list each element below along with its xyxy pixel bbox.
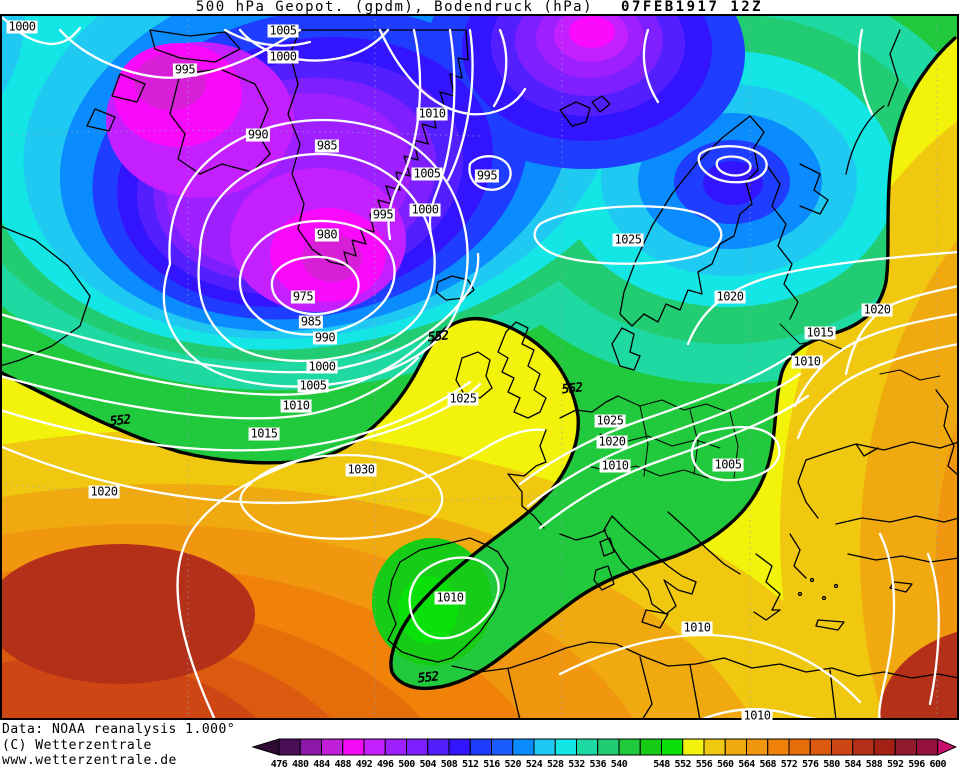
colorbar-tick: 556 xyxy=(696,759,713,770)
colorbar-tick: 488 xyxy=(334,759,351,770)
colorbar-tick: 596 xyxy=(908,759,925,770)
colorbar-segment xyxy=(767,738,790,756)
colorbar-tick: 560 xyxy=(717,759,734,770)
colorbar-segment xyxy=(852,738,875,756)
colorbar-segment xyxy=(384,738,407,756)
colorbar-segment xyxy=(448,738,471,756)
colorbar-segment xyxy=(746,738,769,756)
colorbar-segment xyxy=(554,738,577,756)
data-source: Data: NOAA reanalysis 1.000° xyxy=(2,722,236,737)
colorbar-tick: 548 xyxy=(653,759,670,770)
colorbar-tick: 568 xyxy=(759,759,776,770)
colorbar-segment xyxy=(809,738,832,756)
colorbar-tick: 480 xyxy=(292,759,309,770)
colorbar-segment xyxy=(363,738,386,756)
colorbar-segment xyxy=(873,738,896,756)
colorbar-segment xyxy=(682,738,705,756)
colorbar-segment xyxy=(639,738,662,756)
colorbar-left-arrow xyxy=(251,738,280,756)
colorbar-tick: 592 xyxy=(887,759,904,770)
colorbar-tick: 524 xyxy=(526,759,543,770)
colorbar-tick: 572 xyxy=(781,759,798,770)
colorbar-tick: 576 xyxy=(802,759,819,770)
map-title: 500 hPa Geopot. (gpdm), Bodendruck (hPa) xyxy=(195,0,594,15)
weather-map: 1000 1005 1000 995 990 985 1010 1005 995 995 1000 9… xyxy=(0,14,959,723)
colorbar-segment xyxy=(894,738,917,756)
colorbar-segment xyxy=(618,738,641,756)
colorbar-tick: 512 xyxy=(462,759,479,770)
title-bar: 500 hPa Geopot. (gpdm), Bodendruck (hPa)… xyxy=(0,0,959,15)
colorbar-right-arrow xyxy=(937,738,957,756)
geopotential-field xyxy=(0,14,959,720)
colorbar-segment xyxy=(512,738,535,756)
colorbar-tick: 588 xyxy=(866,759,883,770)
colorbar-segment xyxy=(321,738,344,756)
colorbar-segment xyxy=(491,738,514,756)
colorbar-tick: 496 xyxy=(377,759,394,770)
colorbar-tick: 564 xyxy=(738,759,755,770)
colorbar-segment xyxy=(661,738,684,756)
graticule xyxy=(0,14,938,720)
footer: Data: NOAA reanalysis 1.000° (C) Wetterz… xyxy=(0,720,959,770)
colorbar-segment xyxy=(299,738,322,756)
colorbar-tick: 492 xyxy=(356,759,373,770)
colorbar-segment xyxy=(576,738,599,756)
colorbar-tick: 536 xyxy=(589,759,606,770)
colorbar-tick: 516 xyxy=(483,759,500,770)
colorbar-segment xyxy=(278,738,301,756)
colorbar-tick: 504 xyxy=(419,759,436,770)
colorbar-segment xyxy=(469,738,492,756)
colorbar-segment xyxy=(597,738,620,756)
colorbar-segment xyxy=(788,738,811,756)
colorbar-tick: 508 xyxy=(441,759,458,770)
colorbar-segment xyxy=(406,738,429,756)
colorbar-tick: 500 xyxy=(398,759,415,770)
colorbar-tick: 532 xyxy=(568,759,585,770)
colorbar-tick: 476 xyxy=(271,759,288,770)
colorbar-tick: 540 xyxy=(611,759,628,770)
colorbar-segment xyxy=(427,738,450,756)
colorbar-tick: 484 xyxy=(313,759,330,770)
colorbar-tick: 600 xyxy=(929,759,946,770)
colorbar-segment xyxy=(724,738,747,756)
credits: Data: NOAA reanalysis 1.000° (C) Wetterz… xyxy=(2,722,235,769)
map-canvas xyxy=(0,14,959,720)
colorbar: 476 480 484 488 492 496 500 504 508 512 516 520 524 5… xyxy=(251,738,957,770)
colorbar-tick: 580 xyxy=(823,759,840,770)
colorbar-segment xyxy=(533,738,556,756)
contour-552 xyxy=(0,36,957,691)
colorbar-tick: 584 xyxy=(844,759,861,770)
colorbar-segment xyxy=(916,738,939,756)
website-link[interactable]: www.wetterzentrale.de xyxy=(2,753,177,768)
colorbar-tick: 528 xyxy=(547,759,564,770)
colorbar-tick: 520 xyxy=(504,759,521,770)
map-border xyxy=(0,14,959,720)
colorbar-segment xyxy=(342,738,365,756)
copyright: (C) Wetterzentrale xyxy=(2,737,152,753)
green-core-inner xyxy=(398,576,458,644)
coastlines xyxy=(0,29,959,720)
colorbar-segment xyxy=(831,738,854,756)
colorbar-segment xyxy=(703,738,726,756)
map-datetime: 07FEB1917 12Z xyxy=(621,0,764,15)
colorbar-tick: 552 xyxy=(674,759,691,770)
